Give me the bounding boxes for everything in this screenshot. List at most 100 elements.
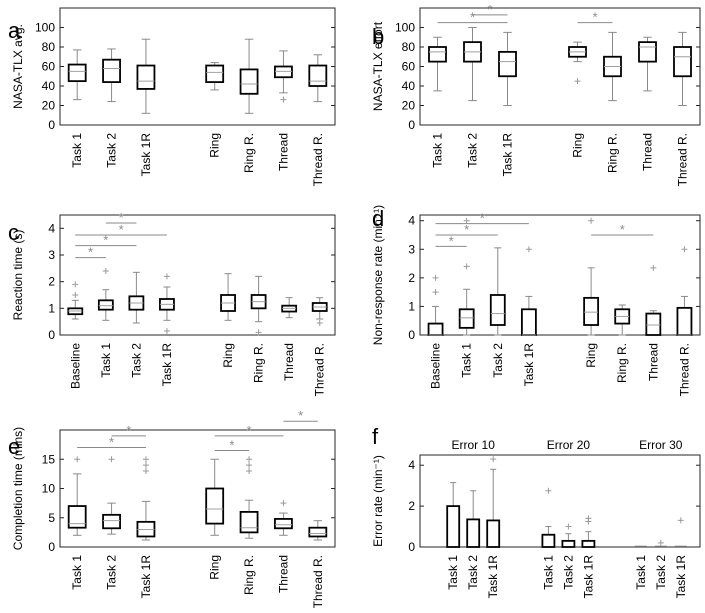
outlier-marker: [432, 289, 439, 296]
box-ring-r-: [603, 31, 622, 102]
y-tick-label: 2: [408, 499, 415, 513]
box-thread-r-: [311, 297, 328, 326]
significance-star: *: [119, 210, 124, 225]
y-tick-label: 2: [48, 275, 55, 289]
box-ring: [205, 458, 225, 536]
box-thread: [281, 297, 298, 319]
box-task-2: [128, 271, 145, 324]
bar-rect: [561, 539, 576, 548]
y-tick-label: 3: [408, 242, 415, 256]
significance-star: *: [449, 233, 454, 248]
x-tick-label: Ring R.: [606, 133, 620, 173]
y-axis-label: Completion time (mins): [11, 427, 25, 550]
x-tick-label: Thread: [276, 555, 290, 593]
chart-panel-b: 0 20 40 60 80 100 NASA-TLX effort Task 1 Task 2 T…: [371, 2, 701, 186]
y-tick-label: 0: [408, 328, 415, 342]
box-iqr: [427, 322, 444, 336]
y-tick-label: 0: [48, 118, 55, 132]
box-thread: [274, 500, 293, 536]
bar-error-20-task2: [561, 523, 576, 548]
plot-frame: [419, 214, 701, 336]
group-title: Error 20: [547, 438, 591, 452]
box-iqr: [205, 64, 225, 84]
x-tick-label: Thread: [282, 343, 296, 381]
y-axis-label: NASA-TLX effort: [371, 21, 385, 111]
outlier-marker: [280, 96, 287, 103]
box-thread-r-: [308, 520, 328, 541]
box-ring: [205, 62, 225, 91]
box-ring-r-: [614, 304, 631, 336]
y-tick-label: 1: [48, 301, 55, 315]
box-ring-r-: [239, 456, 259, 539]
box-iqr: [428, 46, 447, 63]
box-iqr: [498, 50, 517, 78]
box-thread-r-: [308, 54, 328, 103]
x-tick-label: Task 2: [466, 133, 480, 168]
y-axis-label: Reaction time (s): [11, 230, 25, 321]
plot-frame: [59, 7, 336, 126]
outlier-marker: [142, 467, 149, 474]
box-task-1r: [136, 456, 156, 541]
x-tick-label: Ring R.: [242, 133, 256, 173]
outlier-marker: [545, 487, 552, 494]
outlier-marker: [72, 292, 79, 298]
box-task-1: [458, 217, 475, 336]
y-axis-label: Non-response rate (min⁻¹): [371, 205, 385, 345]
x-tick-label: Task 1: [431, 133, 445, 168]
outlier-marker: [657, 539, 664, 546]
box-iqr: [583, 296, 600, 326]
box-iqr: [136, 64, 156, 90]
x-tick-label: Task 1R: [139, 555, 153, 599]
panel-letter-f: f: [372, 424, 379, 449]
outlier-marker: [463, 263, 470, 270]
x-tick-label: Task 1R: [581, 555, 595, 599]
x-tick-label: Ring R.: [242, 555, 256, 595]
x-tick-label: Task 1R: [160, 343, 174, 387]
outlier-marker: [316, 320, 323, 326]
significance-star: *: [620, 222, 625, 237]
y-tick-label: 0: [408, 540, 415, 554]
box-ring: [220, 273, 236, 321]
x-tick-label: Thread R.: [313, 343, 327, 396]
outlier-marker: [490, 456, 497, 463]
box-iqr: [205, 487, 225, 525]
box-iqr: [102, 58, 121, 83]
y-tick-label: 60: [42, 60, 56, 74]
outlier-marker: [72, 281, 79, 288]
y-tick-label: 20: [402, 99, 416, 113]
significance-star: *: [480, 211, 485, 226]
x-tick-label: Task 2: [105, 133, 119, 168]
significance-star: *: [464, 222, 469, 237]
x-tick-label: Thread: [276, 133, 290, 171]
x-tick-label: Thread R.: [311, 133, 325, 186]
significance-star: *: [470, 10, 475, 25]
x-tick-label: Task 1: [99, 343, 113, 378]
y-tick-label: 10: [42, 482, 56, 496]
y-tick-label: 0: [408, 118, 415, 132]
box-iqr: [308, 64, 328, 87]
box-iqr: [458, 308, 475, 329]
outlier-marker: [525, 246, 532, 253]
box-iqr: [308, 526, 328, 538]
box-iqr: [673, 46, 692, 78]
chart-panel-e: 0 5 10 15 Completion time (mins) Task 1 Task 2…: [11, 408, 336, 608]
box-iqr: [239, 510, 259, 534]
x-tick-label: Task 1: [460, 343, 474, 378]
outlier-marker: [255, 329, 262, 336]
box-ring-r-: [250, 275, 267, 336]
outlier-marker: [588, 217, 595, 224]
panel-letter-d: d: [372, 206, 384, 231]
box-thread: [638, 36, 657, 92]
bar-rect: [466, 518, 481, 548]
significance-star: *: [592, 10, 597, 25]
x-tick-label: Ring: [221, 343, 235, 368]
bar-error-10-task2: [466, 490, 481, 548]
significance-star: *: [229, 437, 234, 452]
x-tick-label: Task 1: [634, 555, 648, 590]
group-title: Error 10: [452, 438, 496, 452]
x-tick-label: Thread: [646, 343, 660, 381]
outlier-marker: [142, 456, 149, 463]
panel-letter-b: b: [372, 24, 384, 49]
significance-star: *: [109, 435, 114, 450]
box-baseline: [67, 281, 84, 320]
